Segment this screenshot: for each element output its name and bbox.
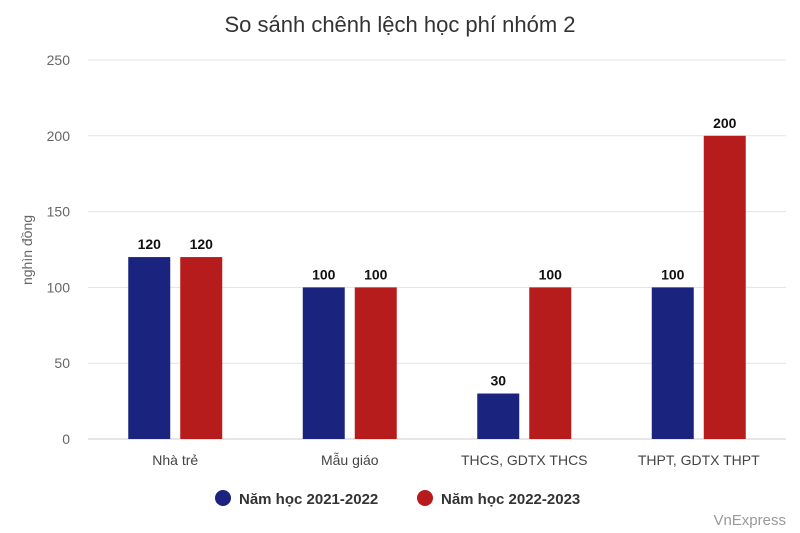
bar <box>529 287 572 439</box>
bar <box>180 257 223 439</box>
legend: Năm học 2021-2022 Năm học 2022-2023 <box>215 490 580 508</box>
legend-label: Năm học 2022-2023 <box>441 491 580 508</box>
y-tick-label: 50 <box>54 355 70 371</box>
y-tick-label: 0 <box>62 431 70 447</box>
bar <box>651 287 694 439</box>
x-category-label: Mẫu giáo <box>321 452 379 468</box>
data-label: 100 <box>364 266 388 282</box>
y-tick-label: 100 <box>47 279 71 295</box>
data-label: 200 <box>713 115 737 131</box>
y-axis-label: nghìn đồng <box>19 215 35 285</box>
bars <box>128 135 746 440</box>
y-tick-label: 150 <box>47 204 71 220</box>
data-labels: 120 120 100 100 30 100 100 200 <box>138 115 737 389</box>
source-credit: VnExpress <box>713 512 786 529</box>
bar <box>354 287 397 439</box>
data-label: 120 <box>190 236 214 252</box>
legend-marker <box>417 490 433 506</box>
y-tick-label: 200 <box>47 128 71 144</box>
data-label: 30 <box>490 373 506 389</box>
x-category-label: THCS, GDTX THCS <box>461 452 588 468</box>
x-category-label: Nhà trẻ <box>152 452 198 468</box>
bar <box>302 287 345 439</box>
data-label: 120 <box>138 236 162 252</box>
bar <box>703 135 746 440</box>
legend-label: Năm học 2021-2022 <box>239 491 378 508</box>
chart-title: So sánh chênh lệch học phí nhóm 2 <box>224 12 575 37</box>
x-axis-categories: Nhà trẻ Mẫu giáo THCS, GDTX THCS THPT, GDTX… <box>152 452 760 468</box>
x-category-label: THPT, GDTX THPT <box>638 452 760 468</box>
bar <box>477 393 520 439</box>
data-label: 100 <box>661 266 685 282</box>
y-axis-ticks: 0 50 100 150 200 250 <box>47 52 71 447</box>
legend-marker <box>215 490 231 506</box>
bar <box>128 257 171 439</box>
y-tick-label: 250 <box>47 52 71 68</box>
data-label: 100 <box>312 266 336 282</box>
data-label: 100 <box>539 266 563 282</box>
